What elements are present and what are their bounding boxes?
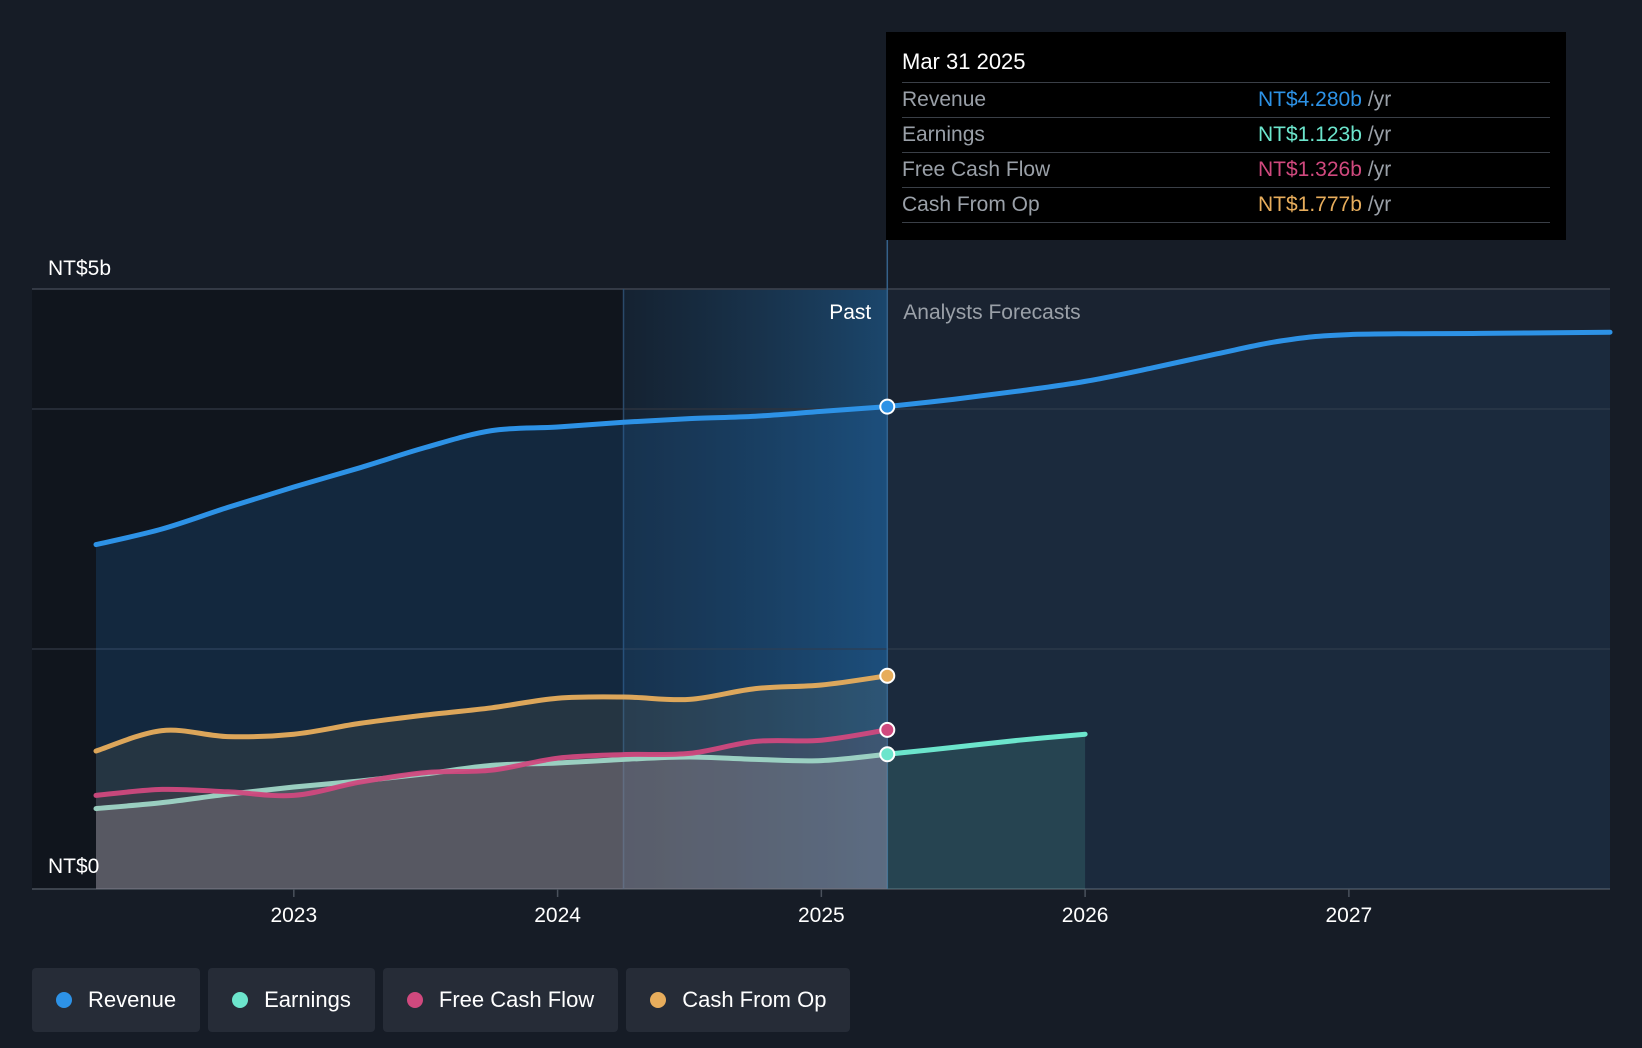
legend: Revenue Earnings Free Cash Flow Cash Fro…	[32, 968, 851, 1032]
tooltip-row-value: NT$1.777b	[1258, 193, 1362, 216]
legend-label: Revenue	[88, 987, 177, 1012]
forecast-line-revenue	[884, 329, 1613, 410]
forecast-region	[887, 289, 1610, 889]
tooltip-row-free-cash-flow: Free Cash Flow NT$1.326b /yr	[902, 153, 1550, 188]
marker-free-cash-flow	[879, 721, 896, 738]
tooltip-row-revenue: Revenue NT$4.280b /yr	[902, 83, 1550, 118]
legend-label: Free Cash Flow	[438, 987, 595, 1012]
legend-item-revenue[interactable]: Revenue	[32, 968, 201, 1032]
area-free-cash-flow	[96, 729, 888, 889]
x-tick-label: 2023	[270, 904, 317, 927]
tooltip-row-cash-from-op: Cash From Op NT$1.777b /yr	[902, 188, 1550, 223]
tooltip-row-name: Free Cash Flow	[902, 158, 1051, 181]
line-free-cash-flow	[93, 727, 890, 799]
tooltip-date: Mar 31 2025	[902, 46, 1550, 83]
tooltip-row-name: Cash From Op	[902, 193, 1040, 216]
y-axis-top-label: NT$5b	[48, 257, 111, 280]
y-axis-bottom-label: NT$0	[48, 855, 99, 878]
forecast-area-earnings	[887, 734, 1086, 889]
x-tick-label: 2027	[1326, 904, 1373, 927]
marker-revenue	[879, 398, 896, 415]
forecast-line-earnings	[884, 731, 1088, 757]
tooltip-row-unit: /yr	[1367, 193, 1392, 216]
tooltip-row-unit: /yr	[1367, 158, 1392, 181]
legend-item-cash-from-op[interactable]: Cash From Op	[626, 968, 851, 1032]
forecast-area-revenue	[887, 332, 1610, 889]
tooltip-row-value: NT$4.280b	[1258, 88, 1362, 111]
area-cash-from-op	[96, 675, 888, 889]
legend-dot-icon	[406, 992, 423, 1008]
legend-dot-icon	[232, 992, 249, 1008]
tooltip-row-unit: /yr	[1367, 123, 1392, 146]
marker-earnings	[879, 746, 896, 763]
tooltip-row-value: NT$1.123b	[1258, 123, 1362, 146]
highlight-band	[623, 289, 888, 889]
legend-item-free-cash-flow[interactable]: Free Cash Flow	[382, 968, 619, 1032]
tooltip-row-earnings: Earnings NT$1.123b /yr	[902, 118, 1550, 153]
tooltip: Mar 31 2025 Revenue NT$4.280b /yr Earnin…	[886, 32, 1566, 240]
line-cash-from-op	[93, 673, 890, 754]
legend-item-earnings[interactable]: Earnings	[208, 968, 375, 1032]
x-tick-label: 2025	[798, 904, 845, 927]
legend-dot-icon	[56, 992, 72, 1008]
area-revenue	[96, 406, 888, 889]
tooltip-row-name: Earnings	[902, 123, 985, 146]
forecast-label: Analysts Forecasts	[903, 301, 1080, 324]
tooltip-row-unit: /yr	[1367, 88, 1392, 111]
past-label: Past	[829, 301, 871, 324]
legend-dot-icon	[650, 992, 667, 1008]
legend-label: Earnings	[264, 987, 351, 1012]
x-tick-label: 2026	[1062, 904, 1109, 927]
marker-cash-from-op	[879, 667, 896, 684]
legend-label: Cash From Op	[682, 987, 827, 1012]
x-tick-label: 2024	[534, 904, 581, 927]
tooltip-row-name: Revenue	[902, 88, 987, 111]
line-revenue	[93, 404, 890, 548]
tooltip-row-value: NT$1.326b	[1258, 158, 1362, 181]
